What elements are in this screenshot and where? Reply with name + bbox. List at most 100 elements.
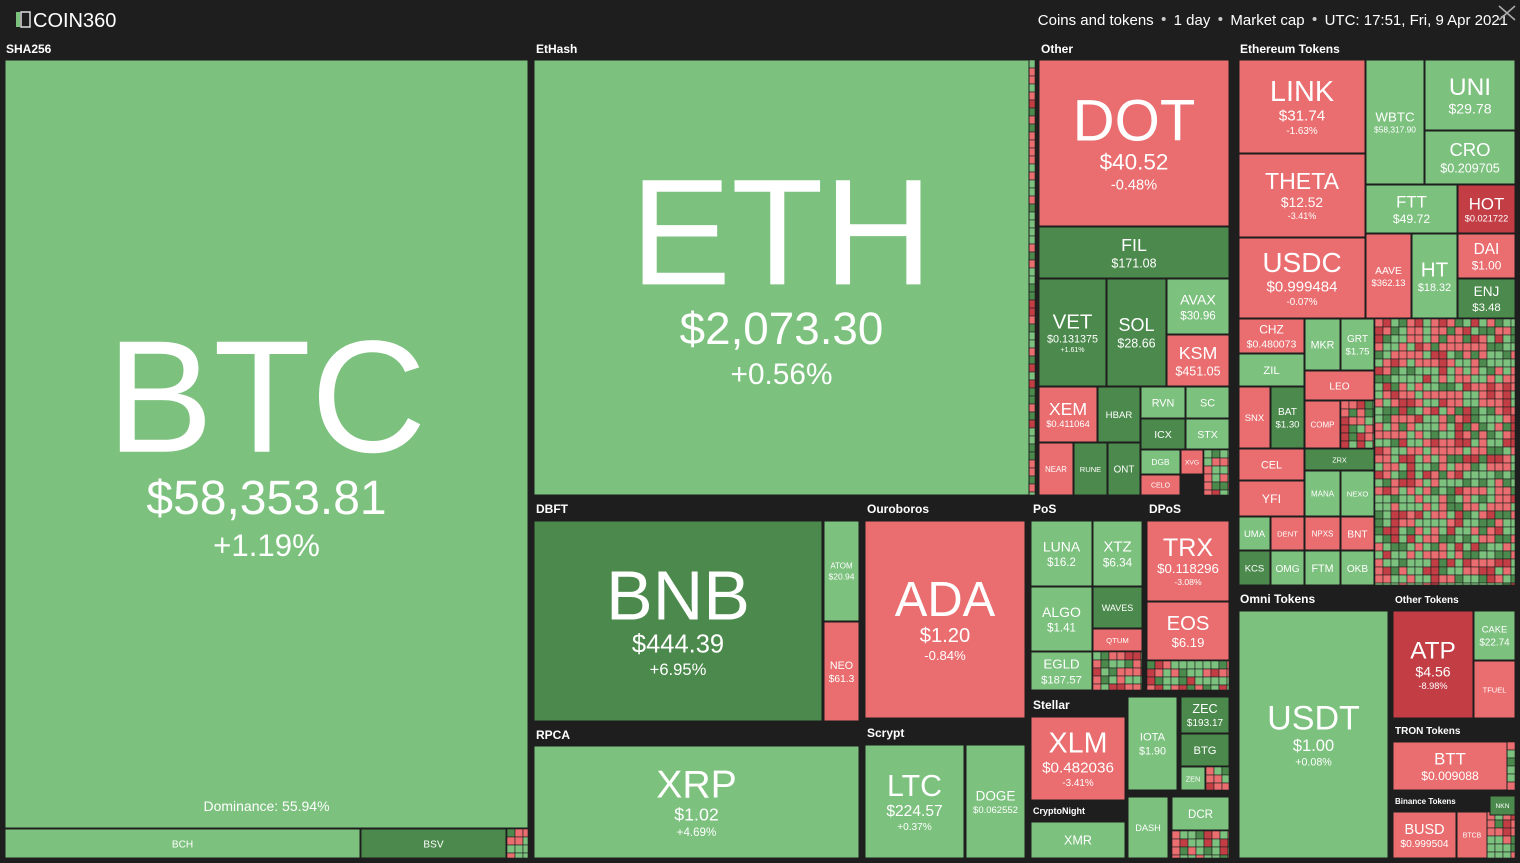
coin-tile[interactable]: [1424, 130, 1516, 185]
small-tile: [1470, 502, 1480, 512]
coin-tile[interactable]: [1166, 334, 1230, 387]
coin-tile[interactable]: [533, 59, 1030, 496]
coin-tile[interactable]: [1030, 716, 1126, 801]
coin-tile[interactable]: [1304, 370, 1375, 401]
small-tile: [1356, 400, 1366, 410]
coin-tile[interactable]: [1185, 386, 1230, 419]
coin-tile[interactable]: [1238, 610, 1389, 859]
coin-tile[interactable]: [1140, 449, 1181, 475]
coin-tile[interactable]: [1304, 448, 1375, 471]
small-tile: [1502, 430, 1512, 440]
coin-tile[interactable]: [1457, 233, 1516, 279]
small-tile: [1430, 414, 1440, 424]
coin-tile[interactable]: [1092, 628, 1143, 652]
coin-tile[interactable]: [1270, 550, 1305, 586]
coin-tile[interactable]: [1238, 516, 1271, 551]
coin-tile[interactable]: [1238, 550, 1271, 586]
coin-symbol: NPXS: [1312, 530, 1334, 539]
coin-tile[interactable]: [1392, 741, 1508, 791]
coin-tile[interactable]: [965, 744, 1026, 859]
coin-tile[interactable]: [1038, 59, 1230, 227]
coin-tile[interactable]: [1146, 520, 1230, 602]
coin-tile[interactable]: [1340, 550, 1375, 586]
small-tile: [1454, 542, 1464, 552]
coin-tile[interactable]: [360, 828, 507, 859]
coin-tile[interactable]: [864, 744, 965, 859]
coin-tile[interactable]: [1127, 796, 1169, 859]
coin-tile[interactable]: [1456, 811, 1488, 859]
coin-tile[interactable]: [4, 59, 529, 829]
coin-tile[interactable]: [533, 520, 823, 722]
header-items[interactable]: UTC: 17:51, Fri, 9 Apr 2021 Market cap 1 d…: [1038, 12, 1508, 29]
coin-tile[interactable]: [1270, 516, 1305, 551]
coin-tile[interactable]: [1238, 480, 1305, 517]
coin-tile[interactable]: [1392, 610, 1474, 719]
coin-tile[interactable]: [1092, 586, 1143, 629]
coin-tile[interactable]: [1238, 318, 1305, 354]
coin-tile[interactable]: [823, 520, 860, 622]
small-tile: [1414, 350, 1424, 360]
coin-tile[interactable]: [1340, 516, 1375, 551]
coin-tile[interactable]: [1238, 237, 1366, 319]
coin-tile[interactable]: [1424, 59, 1516, 131]
coin-tile[interactable]: [1411, 233, 1458, 319]
coin-tile[interactable]: [1270, 386, 1305, 449]
coin-tile[interactable]: [1238, 59, 1366, 154]
coin-tile[interactable]: [1180, 449, 1204, 475]
small-tile: [1406, 406, 1416, 416]
coin-tile[interactable]: [1392, 811, 1457, 859]
coin-tile[interactable]: [1304, 318, 1341, 371]
coin-tile[interactable]: [1340, 470, 1375, 517]
coin-tile[interactable]: [1180, 733, 1230, 767]
coin-tile[interactable]: [533, 745, 860, 859]
coin-tile[interactable]: [1238, 353, 1305, 387]
coin-tile[interactable]: [1304, 550, 1341, 586]
coin-tile[interactable]: [1238, 153, 1366, 238]
coin-tile[interactable]: [1304, 400, 1341, 449]
coin-tile[interactable]: [1140, 474, 1181, 496]
small-tile: [1194, 668, 1204, 678]
coin-tile[interactable]: [823, 621, 860, 722]
coin-tile[interactable]: [1073, 442, 1108, 496]
coin-tile[interactable]: [1457, 184, 1516, 234]
coin-tile[interactable]: [1365, 184, 1458, 234]
small-tile: [1146, 668, 1156, 678]
coin-tile[interactable]: [1238, 448, 1305, 481]
coin-tile[interactable]: [1166, 278, 1230, 335]
small-tile: [1028, 411, 1036, 421]
coin-tile[interactable]: [1127, 696, 1178, 791]
coin-tile[interactable]: [1140, 386, 1186, 419]
coin-tile[interactable]: [1038, 386, 1098, 443]
coin-tile[interactable]: [1304, 516, 1341, 551]
coin-tile[interactable]: [1473, 660, 1516, 719]
coin-tile[interactable]: [1038, 278, 1107, 387]
coin-tile[interactable]: [1030, 651, 1093, 691]
coin-tile[interactable]: [1365, 59, 1425, 185]
coin-tile[interactable]: [1180, 766, 1206, 791]
coin-tile[interactable]: [1473, 610, 1516, 661]
coin-tile[interactable]: [1180, 696, 1230, 734]
small-tile: [1390, 438, 1400, 448]
coin-tile[interactable]: [1030, 586, 1093, 652]
coin-tile[interactable]: [864, 520, 1026, 719]
coin-tile[interactable]: [1106, 278, 1167, 387]
coin-tile[interactable]: [1092, 520, 1143, 587]
coin-tile[interactable]: [1140, 418, 1186, 450]
coin-tile[interactable]: [1030, 821, 1126, 859]
coin-tile[interactable]: [1097, 386, 1141, 443]
coin-tile[interactable]: [1457, 278, 1516, 319]
coin-tile[interactable]: [1107, 442, 1141, 496]
coin-tile[interactable]: [4, 828, 361, 859]
coin-tile[interactable]: [1038, 226, 1230, 279]
coin-tile[interactable]: [1340, 318, 1375, 371]
coin-tile[interactable]: [1489, 795, 1516, 816]
coin-tile[interactable]: [1146, 601, 1230, 661]
coin-tile[interactable]: [1038, 442, 1074, 496]
coin-tile[interactable]: [1030, 520, 1093, 587]
coin-tile[interactable]: [1238, 386, 1271, 449]
close-icon[interactable]: [1498, 5, 1516, 21]
coin-tile[interactable]: [1304, 470, 1341, 517]
coin-tile[interactable]: [1185, 418, 1230, 450]
coin-tile[interactable]: [1171, 796, 1230, 831]
coin-tile[interactable]: [1365, 233, 1412, 319]
